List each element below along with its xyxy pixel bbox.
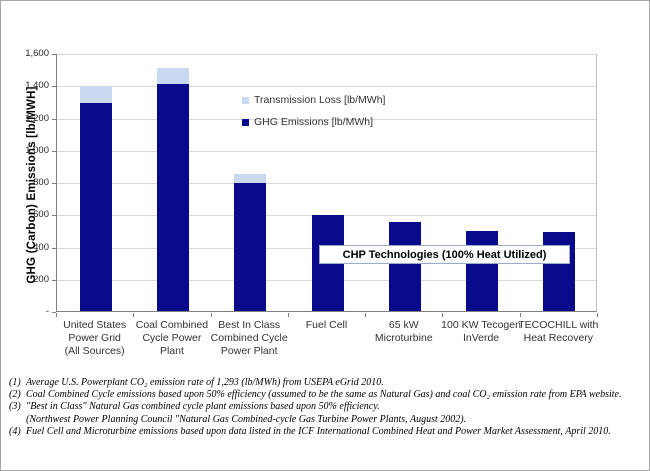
legend-item: GHG Emissions [lb/MWh] [242, 111, 385, 133]
footnote-text: Fuel Cell and Microturbine emissions bas… [26, 425, 611, 437]
x-tick-mark [287, 313, 289, 317]
y-tick-mark [52, 312, 56, 313]
footnote-marker: (2) [9, 389, 21, 401]
transmission-loss-swatch [242, 96, 249, 104]
footnote-line: (Northwest Power Planning Council "Natur… [9, 414, 643, 426]
footnote-line: (2) Coal Combined Cycle emissions based u… [9, 389, 643, 401]
footnote-marker: (4) [9, 425, 21, 437]
y-tick-mark [52, 279, 56, 281]
y-tick-label: - [45, 306, 49, 317]
y-tick-label: 1,400 [25, 80, 49, 92]
y-tick-label: 800 [33, 177, 49, 188]
bar-segment-transmission-loss [156, 67, 189, 84]
bar-segment-transmission-loss [234, 173, 267, 183]
bar-segment-transmission-loss [79, 87, 112, 103]
y-tick-label: 1,600 [25, 48, 49, 59]
footnote-line: (3) "Best in Class" Natural Gas combined … [9, 401, 643, 413]
legend: Transmission Loss [lb/MWh] GHG Emissions … [242, 89, 385, 133]
footnote-text: Average U.S. Powerplant CO₂ emission rat… [26, 377, 384, 388]
x-tick-mark [56, 313, 57, 317]
legend-label: Transmission Loss [lb/MWh] [254, 94, 386, 106]
y-tick-mark [52, 247, 56, 249]
x-category-label: Coal Combined Cycle Power Plant [135, 319, 209, 357]
bar-segment-ghg-emissions [388, 222, 421, 311]
bar-segment-ghg-emissions [156, 83, 189, 311]
y-tick-label: 1,200 [25, 112, 49, 124]
y-tick-label: 200 [33, 273, 49, 285]
footnote-line: (4) Fuel Cell and Microturbine emissions … [9, 426, 643, 438]
y-tick-label: 600 [33, 209, 49, 221]
footnote-marker: (1) [9, 377, 21, 388]
x-category-label: United States Power Grid (All Sources) [63, 319, 127, 357]
gridline [57, 183, 596, 184]
y-tick-label: 400 [33, 241, 49, 253]
legend-label: GHG Emissions [lb/MWh] [254, 116, 374, 128]
x-category-label: TECOCHILL with Heat Recovery [518, 319, 599, 344]
footnote-marker [9, 414, 26, 426]
footnote-marker: (3) [9, 401, 21, 413]
gridline [57, 150, 596, 152]
footnotes: (1) Average U.S. Powerplant CO₂ emission … [9, 377, 643, 438]
gridline [57, 86, 596, 88]
gridline [57, 54, 596, 55]
y-tick-mark [52, 183, 56, 184]
bar-segment-ghg-emissions [543, 232, 576, 311]
gridline [57, 118, 596, 120]
chp-technologies-annotation: CHP Technologies (100% Heat Utilized) [319, 245, 570, 264]
bar-segment-ghg-emissions [79, 102, 112, 311]
x-tick-mark [133, 313, 135, 317]
plot-area [56, 54, 597, 312]
footnote-text: (Northwest Power Planning Council "Natur… [26, 413, 467, 425]
y-tick-label: 1,000 [25, 144, 49, 156]
x-tick-mark [365, 313, 367, 317]
ghg-emissions-swatch [242, 118, 249, 126]
bar-segment-ghg-emissions [466, 230, 499, 311]
x-tick-mark [210, 313, 212, 317]
x-tick-mark [442, 313, 444, 317]
x-tick-mark [597, 313, 598, 317]
x-category-label: 100 KW Tecogen InVerde [441, 319, 521, 344]
y-tick-mark [52, 150, 56, 152]
x-category-label: 65 kW Microturbine [374, 319, 433, 344]
footnote-text: "Best in Class" Natural Gas combined cyc… [26, 401, 380, 413]
x-category-label: Best In Class Combined Cycle Power Plant [210, 319, 288, 357]
x-tick-mark [519, 313, 521, 317]
x-category-label: Fuel Cell [305, 319, 348, 331]
y-tick-mark [52, 215, 56, 217]
y-tick-mark [52, 54, 56, 55]
legend-item: Transmission Loss [lb/MWh] [242, 89, 385, 111]
y-tick-mark [52, 118, 56, 120]
bar-segment-ghg-emissions [234, 182, 267, 311]
y-tick-mark [52, 86, 56, 88]
footnote-line: (1) Average U.S. Powerplant CO₂ emission … [9, 377, 643, 389]
footnote-text: Coal Combined Cycle emissions based upon… [26, 389, 622, 401]
